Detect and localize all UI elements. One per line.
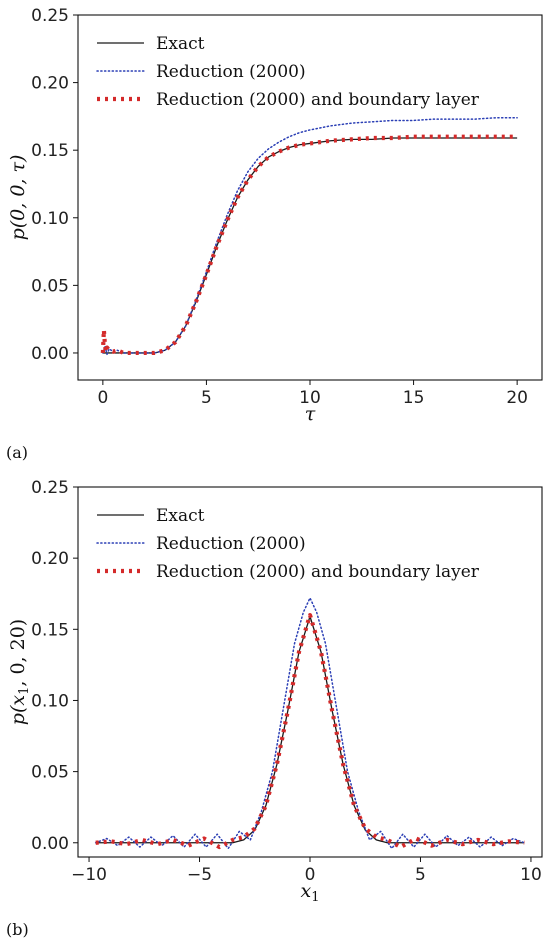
y-tick-label: 0.15 [31, 620, 69, 640]
x-tick-label: −10 [71, 865, 107, 885]
y-tick-label: 0.20 [31, 549, 69, 569]
y-tick-label: 0.25 [31, 478, 69, 498]
x-tick-label: 20 [506, 388, 528, 408]
x-tick-label: 15 [403, 388, 425, 408]
x-tick-label: −5 [187, 865, 212, 885]
series-line-exact [102, 137, 518, 354]
x-axis-label: τ [305, 403, 316, 425]
y-tick-label: 0.00 [31, 344, 69, 364]
y-tick-label: 0.10 [31, 691, 69, 711]
x-tick-label: 0 [305, 865, 316, 885]
series-line-reduction [94, 597, 526, 850]
y-tick-label: 0.05 [31, 276, 69, 296]
y-tick-label: 0.00 [31, 834, 69, 854]
legend-entry-label: Reduction (2000) and boundary layer [156, 90, 480, 110]
legend-entry-label: Exact [156, 34, 205, 54]
y-axis-label: p(x1, 0, 20) [7, 619, 32, 725]
panel-label: (b) [6, 920, 29, 939]
legend-entry-label: Exact [156, 506, 205, 526]
plot-frame [77, 14, 543, 381]
chart-panel-a: 0 5 10 15 20 0.00 0.05 0.10 0.15 0.20 0.25 τ p(0, 0,… [6, 6, 543, 462]
y-tick-label: 0.05 [31, 763, 69, 783]
series-line-reduction-boundary-layer [95, 612, 525, 850]
series-line-exact [95, 615, 525, 844]
x-tick-label: 5 [201, 388, 212, 408]
legend-entry-label: Reduction (2000) [156, 62, 306, 82]
y-tick-label: 0.10 [31, 209, 69, 229]
x-tick-label: 0 [97, 388, 108, 408]
x-tick-label: 10 [520, 865, 542, 885]
x-tick-label: 10 [299, 388, 321, 408]
chart-panel-b: −10 −5 0 5 10 0.00 0.05 0.10 0.15 0.20 0.25 x1 p(x1,… [6, 478, 543, 939]
legend-entry-label: Reduction (2000) [156, 534, 306, 554]
y-tick-label: 0.20 [31, 74, 69, 94]
panel-label: (a) [6, 443, 28, 462]
y-tick-label: 0.25 [31, 6, 69, 26]
x-tick-label: 5 [415, 865, 426, 885]
legend-entry-label: Reduction (2000) and boundary layer [156, 562, 480, 582]
y-tick-label: 0.15 [31, 141, 69, 161]
series-line-reduction-boundary-layer [100, 134, 518, 356]
y-axis-label: p(0, 0, τ) [7, 155, 29, 241]
x-axis-label: x1 [301, 880, 320, 905]
series-line-reduction [102, 116, 518, 356]
plot-frame [77, 486, 543, 858]
